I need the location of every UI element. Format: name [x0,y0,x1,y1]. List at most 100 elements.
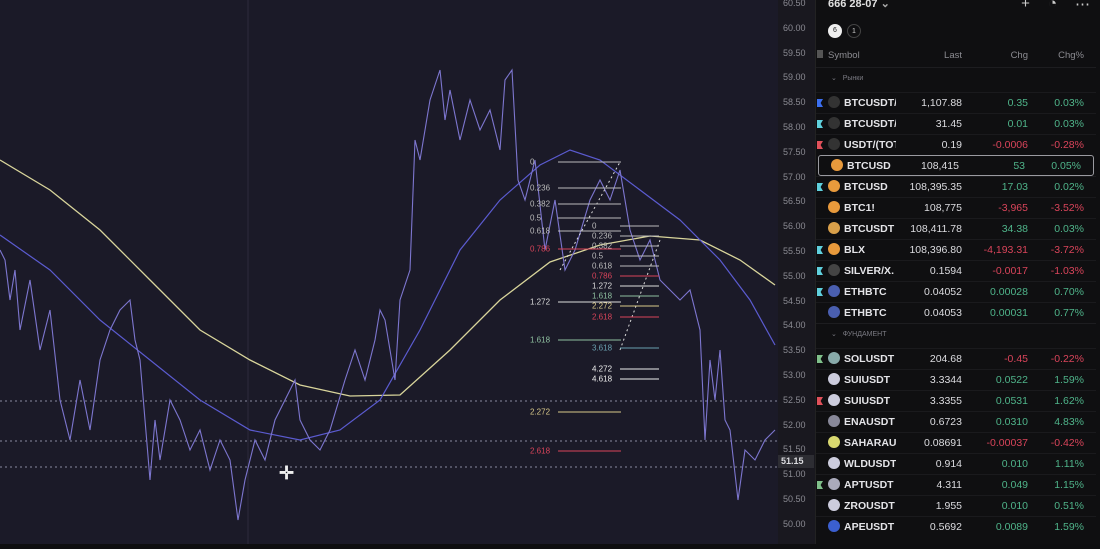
coin-icon [828,96,840,108]
section-header[interactable]: ⌄ Рынки [816,67,1096,89]
watchlist-row[interactable]: ENAUSDT 0.6723 0.0310 4.83% [816,411,1096,432]
symbol: BTCUSD [847,160,891,172]
change-percent: -0.22% [1050,353,1084,365]
last-price: 0.04052 [924,286,962,298]
change-percent: 0.03% [1054,97,1084,109]
watchlist-row[interactable]: BLX 108,396.80 -4,193.31 -3.72% [816,239,1096,260]
change-percent: 0.51% [1054,500,1084,512]
last-price: 31.45 [935,118,962,130]
symbol: BTCUSD [844,181,888,193]
watchlist-row[interactable]: BTC1! 108,775 -3,965 -3.52% [816,197,1096,218]
symbol: WLDUSDT [844,458,896,470]
fib-level-label: 0.5 [592,251,604,261]
tab-1[interactable]: 1 [847,24,861,38]
coin-icon [828,436,840,448]
price-tick: 55.50 [783,246,806,256]
column-symbol[interactable]: Symbol [828,50,860,61]
change-percent: 0.05% [1051,160,1081,172]
change: 0.0522 [995,374,1028,386]
watchlist-row[interactable]: BTCUSD 108,395.35 17.03 0.02% [816,176,1096,197]
watchlist-row[interactable]: APEUSDT 0.5692 0.0089 1.59% [816,516,1096,537]
fib-level-label: 0.786 [592,271,613,281]
price-tick: 57.50 [783,146,806,157]
fib-level-label: 0.236 [530,183,551,193]
watchlist-row[interactable]: SILVER/X. 0.1594 -0.0017 -1.03% [816,260,1096,281]
price-chart[interactable]: 0 0.236 0.382 0.5 0.618 0.786 1.272 1.618 2.272 2… [0,0,778,544]
change: -0.00037 [986,437,1028,449]
fib-level-label: 2.272 [530,407,551,417]
watchlist-row[interactable]: SAHARAUS 0.08691 -0.00037 -0.42% [816,432,1096,453]
fib-level-label: 3.618 [592,343,613,353]
watchlist-title[interactable]: 666 28-07 ⌄ [828,0,890,10]
coin-icon [828,415,840,427]
add-symbol-icon[interactable]: + [1021,0,1030,12]
watchlist-row[interactable]: SUIUSDT 3.3355 0.0531 1.62% [816,390,1096,411]
flag-icon[interactable] [817,246,823,254]
watchlist-row[interactable]: USDT/(TOT 0.19 -0.0006 -0.28% [816,134,1096,155]
last-price: 3.3355 [929,395,962,407]
watchlist-row[interactable]: BTCUSDT/: 31.45 0.01 0.03% [816,113,1096,134]
watchlist-row[interactable]: BTCUSD 108,415 53 0.05% [818,155,1094,176]
watchlist-row[interactable]: ETHBTC 0.04053 0.00031 0.77% [816,302,1096,323]
more-icon[interactable]: ⋯ [1075,0,1090,13]
fib-level-label: 2.618 [592,312,613,322]
chevron-down-icon[interactable]: ⌄ [880,0,890,10]
symbol: BLX [844,244,865,256]
watchlist-row[interactable]: ETHBTC 0.04052 0.00028 0.70% [816,281,1096,302]
last-price: 0.1594 [929,265,962,277]
section-header[interactable]: ⌄ ФУНДАМЕНТ [816,323,1096,345]
flag-icon[interactable] [817,120,823,128]
watchlist-row[interactable]: BTCUSDT 108,411.78 34.38 0.03% [816,218,1096,239]
price-tick: 59.00 [783,72,806,83]
price-tick: 50.50 [783,494,806,504]
slow-moving-average-line [0,159,776,397]
price-line [0,68,776,521]
fib-level-label: 1.618 [592,291,613,301]
coin-icon [828,457,840,469]
change: 53 [1013,160,1025,172]
price-axis[interactable]: 60.50 60.00 59.50 59.00 58.50 58.00 57.50 57.00… [778,0,815,544]
flag-icon[interactable] [817,183,823,191]
column-last[interactable]: Last [944,50,962,61]
column-chg[interactable]: Chg [1010,50,1028,61]
watchlist-row[interactable]: WLDUSDT 0.914 0.010 1.11% [816,453,1096,474]
flag-icon[interactable] [817,267,823,275]
change-percent: 1.59% [1054,521,1084,533]
last-price: 3.3344 [929,374,962,386]
column-chg-percent[interactable]: Chg% [1058,50,1084,61]
price-tick: 60.00 [783,22,806,33]
symbol: BTC1! [844,202,875,214]
flag-icon[interactable] [817,397,823,405]
watchlist-row[interactable]: ZROUSDT 1.955 0.010 0.51% [816,495,1096,516]
flag-icon[interactable] [817,288,823,296]
current-price-label: 51.15 [778,455,814,468]
fib-level-label: 1.272 [530,297,551,307]
change: 0.00028 [990,286,1028,298]
change: 0.01 [1007,118,1028,130]
flag-icon[interactable] [817,99,823,107]
symbol: BTCUSDT/: [844,118,896,130]
flag-icon[interactable] [817,141,823,149]
flag-icon[interactable] [817,481,823,489]
fib-level-label: 0 [530,157,535,167]
watchlist-row[interactable]: APTUSDT 4.311 0.049 1.15% [816,474,1096,495]
chart-canvas[interactable] [0,0,778,544]
watchlist-row[interactable]: SOLUSDT 204.68 -0.45 -0.22% [816,348,1096,369]
watchlist-row[interactable]: BTCUSDT/I 1,107.88 0.35 0.03% [816,92,1096,113]
change-percent: 1.59% [1054,374,1084,386]
change-percent: 0.70% [1054,286,1084,298]
price-tick: 52.00 [783,419,806,430]
watchlist-row[interactable]: SUIUSDT 3.3344 0.0522 1.59% [816,369,1096,390]
coin-icon [828,222,840,234]
change: -4,193.31 [983,244,1028,256]
fib-level-label: 2.272 [592,301,613,311]
flag-icon[interactable] [817,355,823,363]
history-icon[interactable]: ◔ [1047,0,1057,12]
last-price: 0.6723 [929,416,962,428]
symbol: ENAUSDT [844,416,895,428]
price-tick: 52.50 [783,394,806,405]
fib-level-label: 0.382 [530,199,551,209]
flag-column-icon[interactable] [817,50,823,58]
tab-6[interactable]: 6 [828,24,842,38]
symbol: SUIUSDT [844,374,891,386]
